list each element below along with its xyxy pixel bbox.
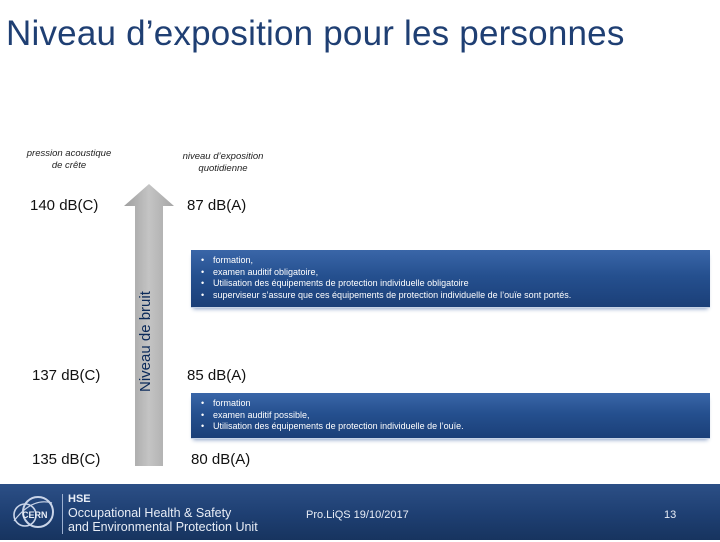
hse-title: HSE (68, 493, 91, 505)
slide-title: Niveau d’exposition pour les personnes (6, 14, 625, 53)
noise-level-arrow-icon (124, 184, 174, 466)
requirements-box-85: • formation • examen auditif possible, • Ut… (191, 393, 710, 439)
peak-pressure-label-line1: pression acoustique (26, 148, 112, 159)
list-item: • Utilisation des équipements de protecti… (201, 421, 464, 431)
list-item: • examen auditif possible, (201, 409, 310, 420)
page-number: 13 (664, 509, 677, 521)
footer-divider (62, 494, 63, 534)
daily-exposure-label-line2: quotidienne (198, 163, 248, 174)
daily-level-85: 85 dB(A) (187, 367, 247, 384)
peak-level-137: 137 dB(C) (32, 367, 101, 384)
peak-level-140: 140 dB(C) (30, 197, 99, 214)
footer-date: Pro.LiQS 19/10/2017 (306, 509, 409, 521)
peak-level-135: 135 dB(C) (32, 451, 101, 468)
daily-level-87: 87 dB(A) (187, 197, 247, 214)
requirements-list-87: • formation, • examen auditif obligatoire,… (201, 255, 571, 301)
daily-level-80: 80 dB(A) (191, 451, 251, 468)
cern-logo-icon: CERN (13, 496, 54, 528)
requirements-list-85: • formation • examen auditif possible, • Ut… (201, 398, 464, 433)
hse-unit-line1: Occupational Health & Safety (68, 506, 232, 520)
list-item: • superviseur s’assure que ces équipement… (201, 289, 572, 300)
list-item: • Utilisation des équipements de protecti… (201, 278, 469, 288)
peak-pressure-label-line2: de crête (51, 160, 87, 171)
list-item: • formation, (201, 255, 254, 265)
daily-exposure-label-line1: niveau d’exposition (182, 151, 264, 162)
footer-bar (0, 484, 720, 540)
list-item: • examen auditif obligatoire, (201, 266, 319, 277)
arrow-label-text: Niveau de bruit (137, 291, 154, 392)
cern-logo-text: CERN (22, 510, 48, 520)
daily-exposure-label: niveau d’exposition quotidienne (168, 151, 278, 175)
hse-unit-line2: and Environmental Protection Unit (68, 520, 258, 534)
requirements-box-87: • formation, • examen auditif obligatoire,… (191, 250, 710, 308)
list-item: • formation (201, 398, 251, 408)
peak-pressure-label: pression acoustique de crête (14, 148, 124, 172)
